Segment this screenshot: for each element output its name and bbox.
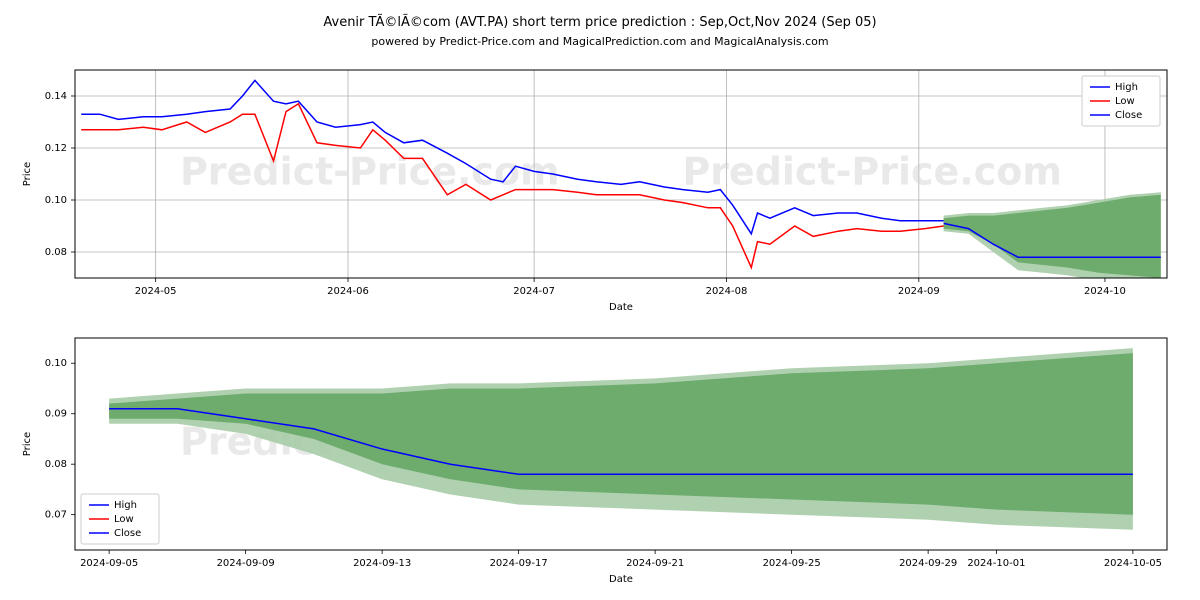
y-axis-label: Price bbox=[22, 162, 33, 186]
charts-svg: Predict-Price.comPredict-Price.com0.080.… bbox=[0, 0, 1200, 600]
watermark-text: Predict-Price.com bbox=[682, 150, 1062, 194]
legend-label: High bbox=[114, 500, 137, 511]
y-axis-label: Price bbox=[22, 432, 33, 456]
x-tick-label: 2024-09-09 bbox=[217, 558, 275, 569]
x-tick-label: 2024-08 bbox=[706, 286, 748, 297]
x-axis-label: Date bbox=[609, 302, 633, 313]
legend-label: Close bbox=[1115, 110, 1142, 121]
legend: High Low Close bbox=[1082, 76, 1160, 126]
y-tick-label: 0.07 bbox=[45, 510, 67, 521]
legend-label: Low bbox=[1115, 96, 1135, 107]
x-tick-label: 2024-07 bbox=[513, 286, 555, 297]
x-tick-label: 2024-09-05 bbox=[80, 558, 138, 569]
x-axis: 2024-05 2024-06 2024-07 2024-08 2024-09 2024-… bbox=[135, 278, 1126, 297]
legend: High Low Close bbox=[81, 494, 159, 544]
y-tick-label: 0.10 bbox=[45, 358, 67, 369]
x-tick-label: 2024-10-05 bbox=[1104, 558, 1162, 569]
x-tick-label: 2024-09 bbox=[898, 286, 940, 297]
y-axis: 0.07 0.08 0.09 0.10 bbox=[45, 358, 75, 520]
x-tick-label: 2024-05 bbox=[135, 286, 177, 297]
y-tick-label: 0.12 bbox=[45, 143, 67, 154]
y-tick-label: 0.08 bbox=[45, 459, 67, 470]
x-axis-label: Date bbox=[609, 574, 633, 585]
y-tick-label: 0.10 bbox=[45, 195, 67, 206]
x-tick-label: 2024-09-25 bbox=[763, 558, 821, 569]
legend-label: High bbox=[1115, 82, 1138, 93]
y-tick-label: 0.08 bbox=[45, 247, 67, 258]
x-tick-label: 2024-06 bbox=[327, 286, 369, 297]
legend-label: Close bbox=[114, 528, 141, 539]
x-tick-label: 2024-09-29 bbox=[899, 558, 957, 569]
watermark-text: Predict-Price.com bbox=[180, 150, 560, 194]
x-tick-label: 2024-09-13 bbox=[353, 558, 411, 569]
x-tick-label: 2024-09-17 bbox=[490, 558, 548, 569]
y-tick-label: 0.09 bbox=[45, 409, 67, 420]
x-axis: 2024-09-05 2024-09-09 2024-09-13 2024-09-17… bbox=[80, 550, 1162, 569]
top-chart: Predict-Price.comPredict-Price.com0.080.… bbox=[22, 70, 1167, 313]
x-tick-label: 2024-09-21 bbox=[626, 558, 684, 569]
x-tick-label: 2024-10-01 bbox=[967, 558, 1025, 569]
bottom-chart: Predict-Price.comPredict-Price.com0.070.… bbox=[22, 338, 1167, 585]
y-tick-label: 0.14 bbox=[45, 91, 67, 102]
legend-label: Low bbox=[114, 514, 134, 525]
y-axis: 0.08 0.10 0.12 0.14 bbox=[45, 91, 75, 258]
x-tick-label: 2024-10 bbox=[1084, 286, 1126, 297]
